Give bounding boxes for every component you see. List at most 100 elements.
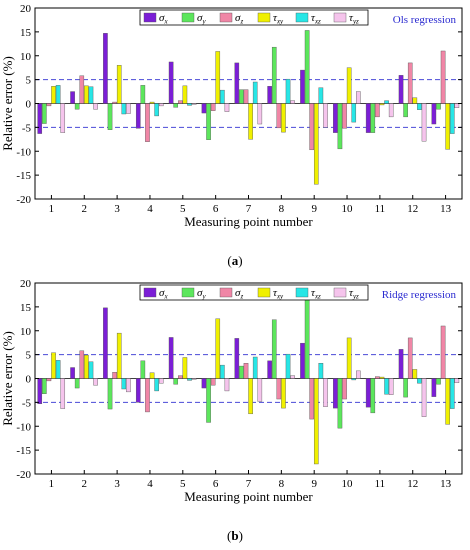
bar-z-6: [210, 103, 216, 111]
legend-label-xz: τxz: [311, 12, 321, 26]
bar-yz-11: [388, 378, 394, 395]
bar-xz-5: [187, 103, 192, 106]
bar-x-11: [365, 103, 371, 133]
y-tick-label: -15: [16, 170, 31, 182]
bar-xz-1: [55, 85, 61, 104]
bar-y-1: [42, 378, 47, 394]
bar-xy-12: [412, 97, 418, 104]
x-tick-label: 1: [49, 203, 55, 215]
bar-z-5: [178, 375, 183, 379]
x-tick-label: 5: [180, 203, 186, 215]
bar-yz-9: [323, 103, 328, 128]
legend-label-z: σz: [235, 12, 243, 26]
x-axis-title: Measuring point number: [184, 489, 313, 504]
bar-z-3: [112, 101, 117, 104]
legend-label-z: σz: [235, 287, 243, 301]
bar-y-13: [436, 103, 441, 110]
bar-x-13: [431, 378, 437, 397]
y-tick-label: -10: [16, 146, 31, 158]
bar-yz-8: [290, 100, 295, 104]
y-tick-label: 15: [20, 27, 32, 39]
bar-xz-4: [154, 103, 159, 117]
figure-panel-b: -20 -15 -10 -5 0 5 10 15 20 1 2 3 4 5 6 7 8 9 10 11 12 13 Meas…: [0, 275, 470, 550]
bar-z-12: [407, 337, 413, 379]
bar-yz-1: [60, 103, 66, 133]
x-tick-label: 7: [246, 478, 252, 490]
bar-x-2: [70, 91, 75, 104]
bar-x-9: [300, 342, 305, 379]
bar-z-8: [276, 103, 282, 129]
bar-x-12: [398, 349, 404, 379]
bar-yz-6: [224, 378, 230, 392]
x-tick-label: 13: [440, 478, 452, 490]
bar-xz-4: [154, 378, 159, 392]
bar-z-2: [79, 75, 85, 104]
x-tick-label: 4: [147, 478, 153, 490]
bar-y-8: [271, 46, 277, 104]
bar-xy-7: [248, 103, 253, 140]
legend-swatch-yz: [333, 287, 347, 298]
y-tick-label: 5: [26, 75, 32, 87]
bar-xz-6: [220, 89, 225, 104]
legend-swatch-y: [181, 12, 195, 23]
bar-z-13: [440, 325, 446, 379]
legend-swatch-yz: [333, 12, 347, 23]
legend-swatch-xy: [257, 12, 271, 23]
x-tick-label: 11: [375, 203, 386, 215]
bar-z-1: [46, 378, 52, 382]
bar-xz-11: [384, 378, 389, 395]
bar-xy-2: [84, 354, 89, 379]
bar-yz-7: [257, 378, 263, 402]
method-annotation: Ols regression: [393, 14, 457, 26]
y-axis-title: Relative error (%): [0, 331, 15, 426]
legend-label-xy: τxy: [273, 287, 284, 301]
bar-x-1: [37, 378, 43, 405]
bar-xy-1: [51, 86, 56, 104]
bar-xy-5: [182, 357, 188, 379]
bar-xy-11: [379, 376, 385, 379]
x-tick-label: 10: [342, 203, 354, 215]
y-tick-label: 10: [20, 51, 32, 63]
bar-xy-10: [346, 67, 352, 104]
x-tick-label: 8: [279, 203, 285, 215]
bar-xz-8: [285, 78, 291, 104]
bar-yz-11: [388, 103, 394, 118]
bar-z-10: [342, 378, 347, 400]
legend-box: [139, 284, 369, 301]
y-tick-label: 20: [20, 3, 32, 15]
legend-swatch-x: [143, 12, 157, 23]
bar-yz-12: [421, 378, 427, 417]
bar-xz-7: [252, 81, 258, 104]
bar-z-10: [342, 103, 347, 129]
bar-yz-7: [257, 103, 263, 125]
bar-yz-2: [93, 378, 98, 386]
bar-yz-1: [60, 378, 66, 409]
x-axis-title: Measuring point number: [184, 214, 313, 229]
bar-y-10: [337, 378, 343, 429]
x-tick-label: 2: [82, 478, 88, 490]
y-tick-label: 0: [26, 99, 32, 111]
x-tick-label: 10: [342, 478, 354, 490]
bar-xy-8: [281, 378, 286, 409]
legend-swatch-xy: [257, 287, 271, 298]
bar-xy-3: [116, 332, 122, 379]
bar-x-12: [398, 75, 404, 104]
bar-xy-5: [182, 85, 188, 104]
bar-z-7: [243, 363, 249, 379]
bar-xy-10: [346, 337, 352, 379]
bar-x-6: [201, 103, 207, 114]
bar-xy-3: [116, 65, 122, 104]
bar-yz-13: [454, 378, 460, 384]
bar-yz-2: [93, 103, 98, 110]
bar-x-13: [431, 103, 437, 125]
bar-x-8: [267, 360, 272, 379]
bar-y-5: [173, 103, 179, 108]
bar-yz-10: [356, 91, 361, 104]
bar-xz-10: [351, 103, 357, 123]
bar-y-11: [370, 103, 376, 133]
bar-z-9: [309, 378, 314, 420]
bar-x-3: [103, 307, 108, 379]
x-tick-label: 3: [114, 478, 120, 490]
legend-swatch-z: [219, 287, 233, 298]
y-axis-title: Relative error (%): [0, 56, 15, 151]
